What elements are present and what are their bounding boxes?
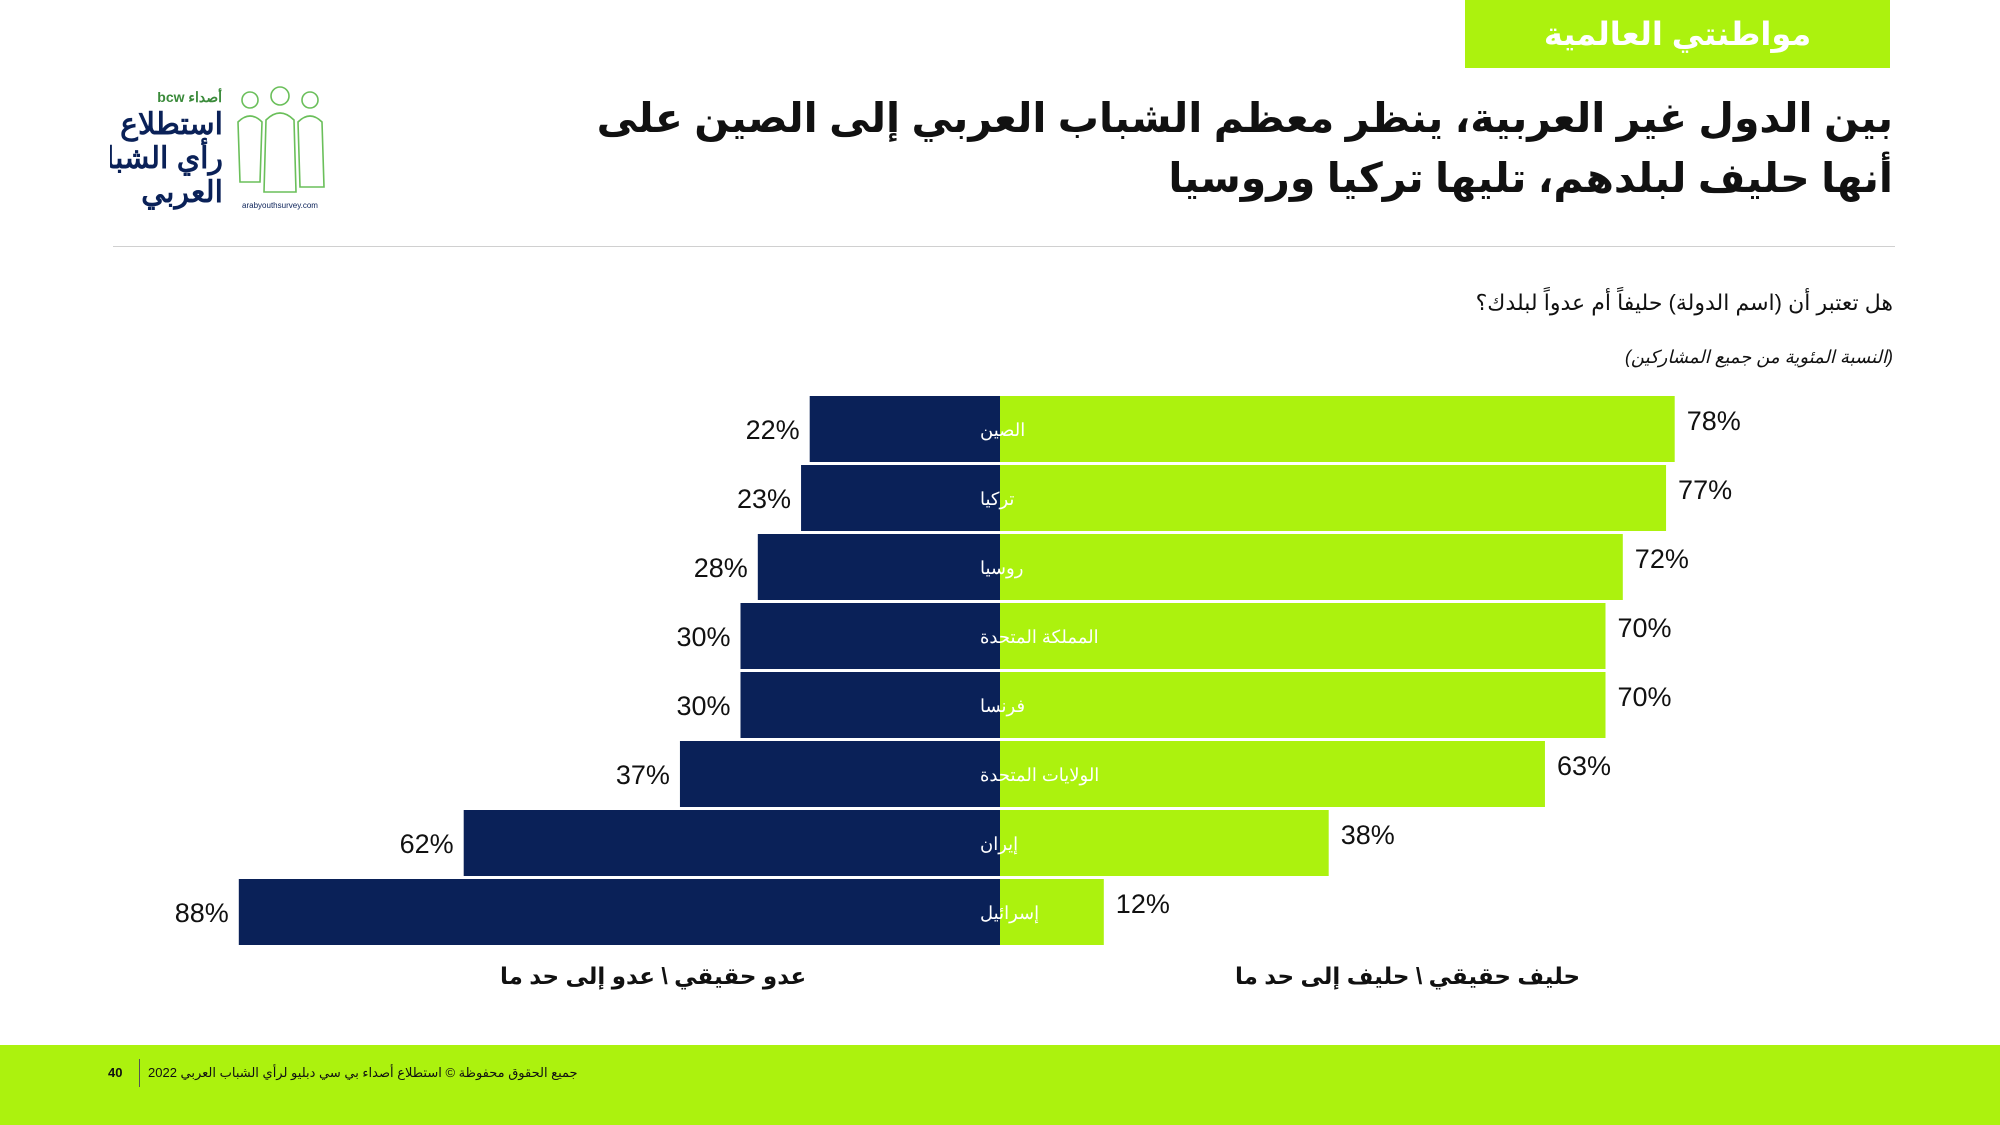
ally-value-label: 72% — [1635, 544, 1689, 574]
legend-enemy: عدو حقيقي \ عدو إلى حد ما — [500, 963, 807, 989]
page-title: بين الدول غير العربية، ينظر معظم الشباب … — [596, 95, 1893, 201]
logo-url: arabyouthsurvey.com — [242, 201, 318, 210]
ally-value-label: 70% — [1618, 613, 1672, 643]
enemy-value-label: 28% — [694, 553, 748, 583]
ally-bar — [1000, 810, 1329, 876]
ally-value-label: 70% — [1618, 682, 1672, 712]
footer-separator — [139, 1059, 140, 1087]
country-label: روسيا — [980, 558, 1023, 579]
logo-line1: استطلاع — [120, 108, 223, 142]
ally-bar — [1000, 465, 1667, 531]
logo-brand: bcw أصداء — [157, 87, 222, 105]
section-tag: مواطنتي العالمية — [1465, 0, 1890, 68]
enemy-value-label: 37% — [616, 760, 670, 790]
enemy-value-label: 30% — [676, 622, 730, 652]
ally-value-label: 63% — [1557, 751, 1611, 781]
enemy-value-label: 30% — [676, 691, 730, 721]
country-label: المملكة المتحدة — [980, 627, 1099, 647]
ally-value-label: 78% — [1687, 406, 1741, 436]
ally-value-label: 38% — [1341, 820, 1395, 850]
enemy-bar — [238, 879, 1001, 945]
ally-bar — [1000, 879, 1104, 945]
country-label: فرنسا — [980, 696, 1025, 717]
base-note: (النسبة المئوية من جميع المشاركين) — [1624, 347, 1893, 367]
country-label: تركيا — [980, 489, 1014, 510]
ally-value-label: 77% — [1678, 475, 1732, 505]
footer-bar: 40 جميع الحقوق محفوظة © استطلاع أصداء بي… — [0, 1045, 2000, 1125]
survey-question: هل تعتبر أن (اسم الدولة) حليفاً أم عدواً… — [1475, 290, 1893, 315]
ally-bar — [1000, 603, 1606, 669]
ally-enemy-chart: الصين 22% 78% تركيا 23% 77% روسيا 28% 72% المملكة… — [175, 396, 1741, 945]
country-label: إسرائيل — [980, 903, 1039, 924]
enemy-value-label: 22% — [746, 415, 800, 445]
ally-value-label: 12% — [1116, 889, 1170, 919]
ally-bar — [1000, 396, 1675, 462]
enemy-bar — [809, 396, 1000, 462]
enemy-bar — [740, 672, 1000, 738]
enemy-value-label: 23% — [737, 484, 791, 514]
country-label: الصين — [980, 420, 1025, 441]
enemy-value-label: 62% — [400, 829, 454, 859]
legend-ally: حليف حقيقي \ حليف إلى حد ما — [1235, 963, 1581, 989]
ally-bar — [1000, 672, 1606, 738]
page-number: 40 — [108, 1065, 123, 1080]
divider — [113, 246, 1895, 247]
ally-bar — [1000, 534, 1623, 600]
enemy-bar — [801, 465, 1000, 531]
country-label: الولايات المتحدة — [980, 765, 1099, 786]
ally-bar — [1000, 741, 1545, 807]
country-label: إيران — [980, 834, 1018, 855]
logo-figures-illustration — [237, 86, 325, 193]
enemy-bar — [757, 534, 1000, 600]
enemy-bar — [679, 741, 1000, 807]
logo-line2: رأي الشباب — [110, 137, 223, 176]
copyright-text: جميع الحقوق محفوظة © استطلاع أصداء بي سي… — [148, 1065, 578, 1080]
enemy-bar — [740, 603, 1000, 669]
enemy-value-label: 88% — [175, 898, 229, 928]
enemy-bar — [463, 810, 1000, 876]
arab-youth-survey-logo: bcw أصداء استطلاع رأي الشباب العربي arab… — [110, 86, 325, 210]
logo-line3: العربي — [141, 176, 223, 210]
